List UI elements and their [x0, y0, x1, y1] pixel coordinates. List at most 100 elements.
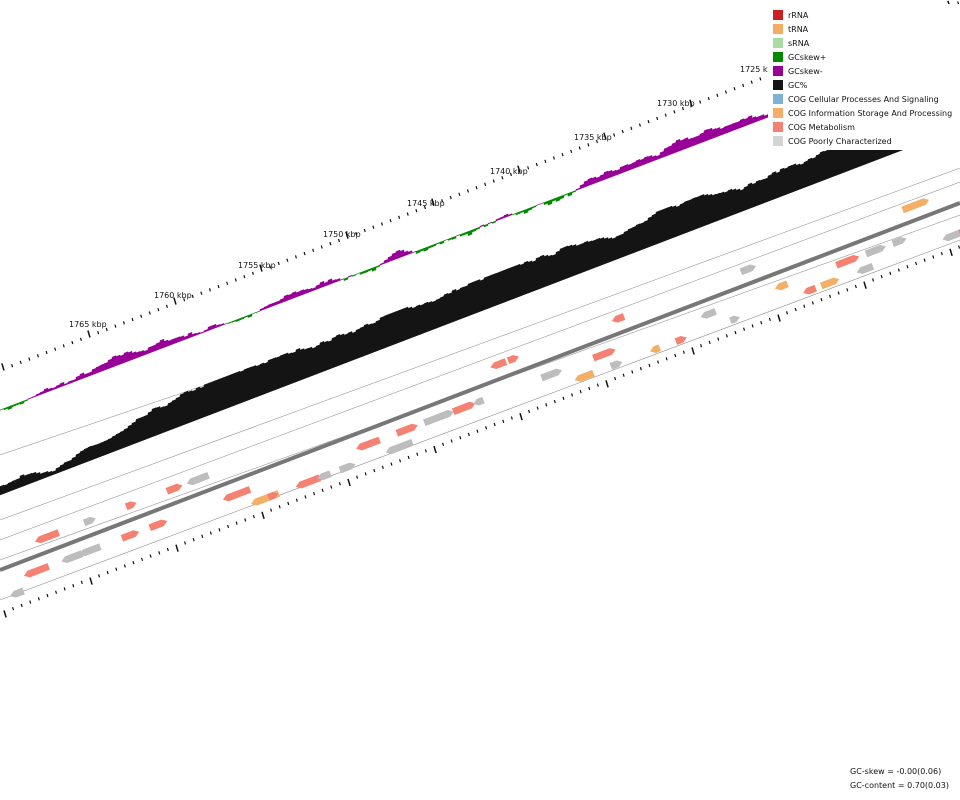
- gc-content-segment: [627, 227, 633, 256]
- gc-content-segment: [115, 432, 121, 452]
- legend-label: tRNA: [788, 25, 809, 34]
- inner-tick: [98, 574, 101, 578]
- outer-tick: [716, 93, 719, 98]
- gc-content-segment: [491, 273, 497, 308]
- scale-label: 1760 kbp: [154, 291, 192, 300]
- gc-skew-segment: [23, 398, 29, 403]
- gc-skew-segment: [583, 180, 589, 188]
- inner-tick: [958, 245, 960, 249]
- inner-tick: [158, 551, 161, 555]
- gc-skew-segment: [335, 278, 341, 283]
- gc-skew-segment: [475, 226, 481, 231]
- gc-skew-segment: [375, 264, 381, 269]
- gc-content-segment: [667, 205, 673, 240]
- inner-tick: [72, 583, 75, 588]
- inner-tick: [184, 541, 187, 545]
- inner-tick: [622, 373, 625, 377]
- gc-content-segment: [67, 459, 73, 470]
- gc-skew-segment: [727, 123, 733, 133]
- inner-tick: [648, 363, 651, 368]
- inner-tick: [682, 350, 685, 354]
- inner-tick: [897, 268, 900, 272]
- outer-tick: [1, 363, 5, 371]
- inner-tick: [149, 554, 152, 558]
- gc-skew-segment: [623, 164, 629, 173]
- gc-content-segment: [639, 222, 645, 251]
- gc-skew-segment: [427, 244, 433, 249]
- gene-feature: [674, 335, 687, 345]
- inner-tick: [665, 357, 668, 361]
- inner-tick: [811, 301, 814, 305]
- inner-tick: [390, 462, 393, 466]
- gc-content-segment: [603, 237, 609, 265]
- gc-skew-segment: [231, 319, 237, 323]
- gc-content-segment: [371, 322, 377, 354]
- gc-content-segment: [739, 188, 745, 213]
- gc-content-segment: [587, 240, 593, 271]
- outer-tick: [742, 83, 745, 88]
- outer-tick: [603, 132, 607, 140]
- gc-content-segment: [383, 314, 389, 349]
- gc-content-segment: [807, 157, 813, 187]
- gc-skew-segment: [407, 250, 413, 255]
- gc-skew-segment: [331, 279, 337, 284]
- gc-skew-segment: [239, 316, 245, 321]
- inner-tick: [837, 291, 840, 295]
- gc-skew-segment: [487, 221, 493, 225]
- inner-tick: [175, 544, 179, 552]
- gc-content-segment: [563, 245, 569, 280]
- gc-skew-segment: [255, 310, 261, 314]
- gc-skew-segment: [307, 287, 313, 293]
- gene-feature: [820, 277, 840, 290]
- inner-tick: [166, 547, 169, 552]
- gc-content-segment: [127, 424, 133, 447]
- gc-skew-segment: [283, 294, 289, 303]
- gene-feature: [356, 436, 381, 451]
- outer-tick: [398, 215, 401, 219]
- legend-swatch: [773, 94, 783, 104]
- gc-content-segment: [699, 194, 705, 228]
- gc-content-segment: [515, 263, 521, 299]
- inner-tick: [510, 416, 513, 420]
- gc-skew-segment: [223, 322, 229, 325]
- gc-skew-segment: [431, 243, 437, 248]
- gc-content-segment: [795, 163, 801, 192]
- gc-content-segment: [771, 171, 777, 201]
- gc-skew-segment: [183, 335, 189, 341]
- inner-tick: [674, 353, 677, 358]
- outer-tick: [234, 278, 237, 282]
- gene-feature: [942, 229, 960, 242]
- gc-content-segment: [27, 472, 33, 485]
- gc-skew-segment: [479, 224, 485, 228]
- inner-tick: [700, 343, 703, 348]
- gc-skew-segment: [11, 403, 17, 408]
- gc-content-segment: [339, 333, 345, 366]
- inner-tick: [915, 261, 918, 266]
- inner-tick: [55, 590, 58, 594]
- outer-tick: [337, 238, 340, 243]
- gc-skew-segment: [139, 349, 145, 357]
- outer-tick: [173, 297, 177, 305]
- gc-skew-segment: [311, 286, 317, 292]
- inner-tick: [717, 337, 720, 341]
- gc-skew-segment: [435, 241, 441, 245]
- legend-swatch: [773, 122, 783, 132]
- legend-swatch: [773, 38, 783, 48]
- gc-content-segment: [631, 225, 637, 254]
- inner-tick: [588, 386, 591, 391]
- outer-tick: [759, 77, 762, 81]
- scale-label: 1750 kbp: [323, 230, 361, 239]
- gc-content-segment: [619, 233, 625, 259]
- gc-content-segment: [271, 357, 277, 392]
- gene-feature: [451, 401, 476, 416]
- legend: rRNA tRNA sRNA GCskew+ GCskew- GC% COG Cellula…: [773, 10, 952, 146]
- outer-tick: [259, 264, 263, 272]
- gc-content-segment: [719, 191, 725, 221]
- gc-skew-segment: [715, 127, 721, 138]
- inner-tick: [399, 459, 402, 463]
- guide-line: [0, 181, 960, 541]
- gc-skew-segment: [683, 137, 689, 150]
- gc-skew-segment: [299, 289, 305, 296]
- gc-skew-segment: [71, 378, 77, 383]
- gc-skew-segment: [547, 199, 553, 206]
